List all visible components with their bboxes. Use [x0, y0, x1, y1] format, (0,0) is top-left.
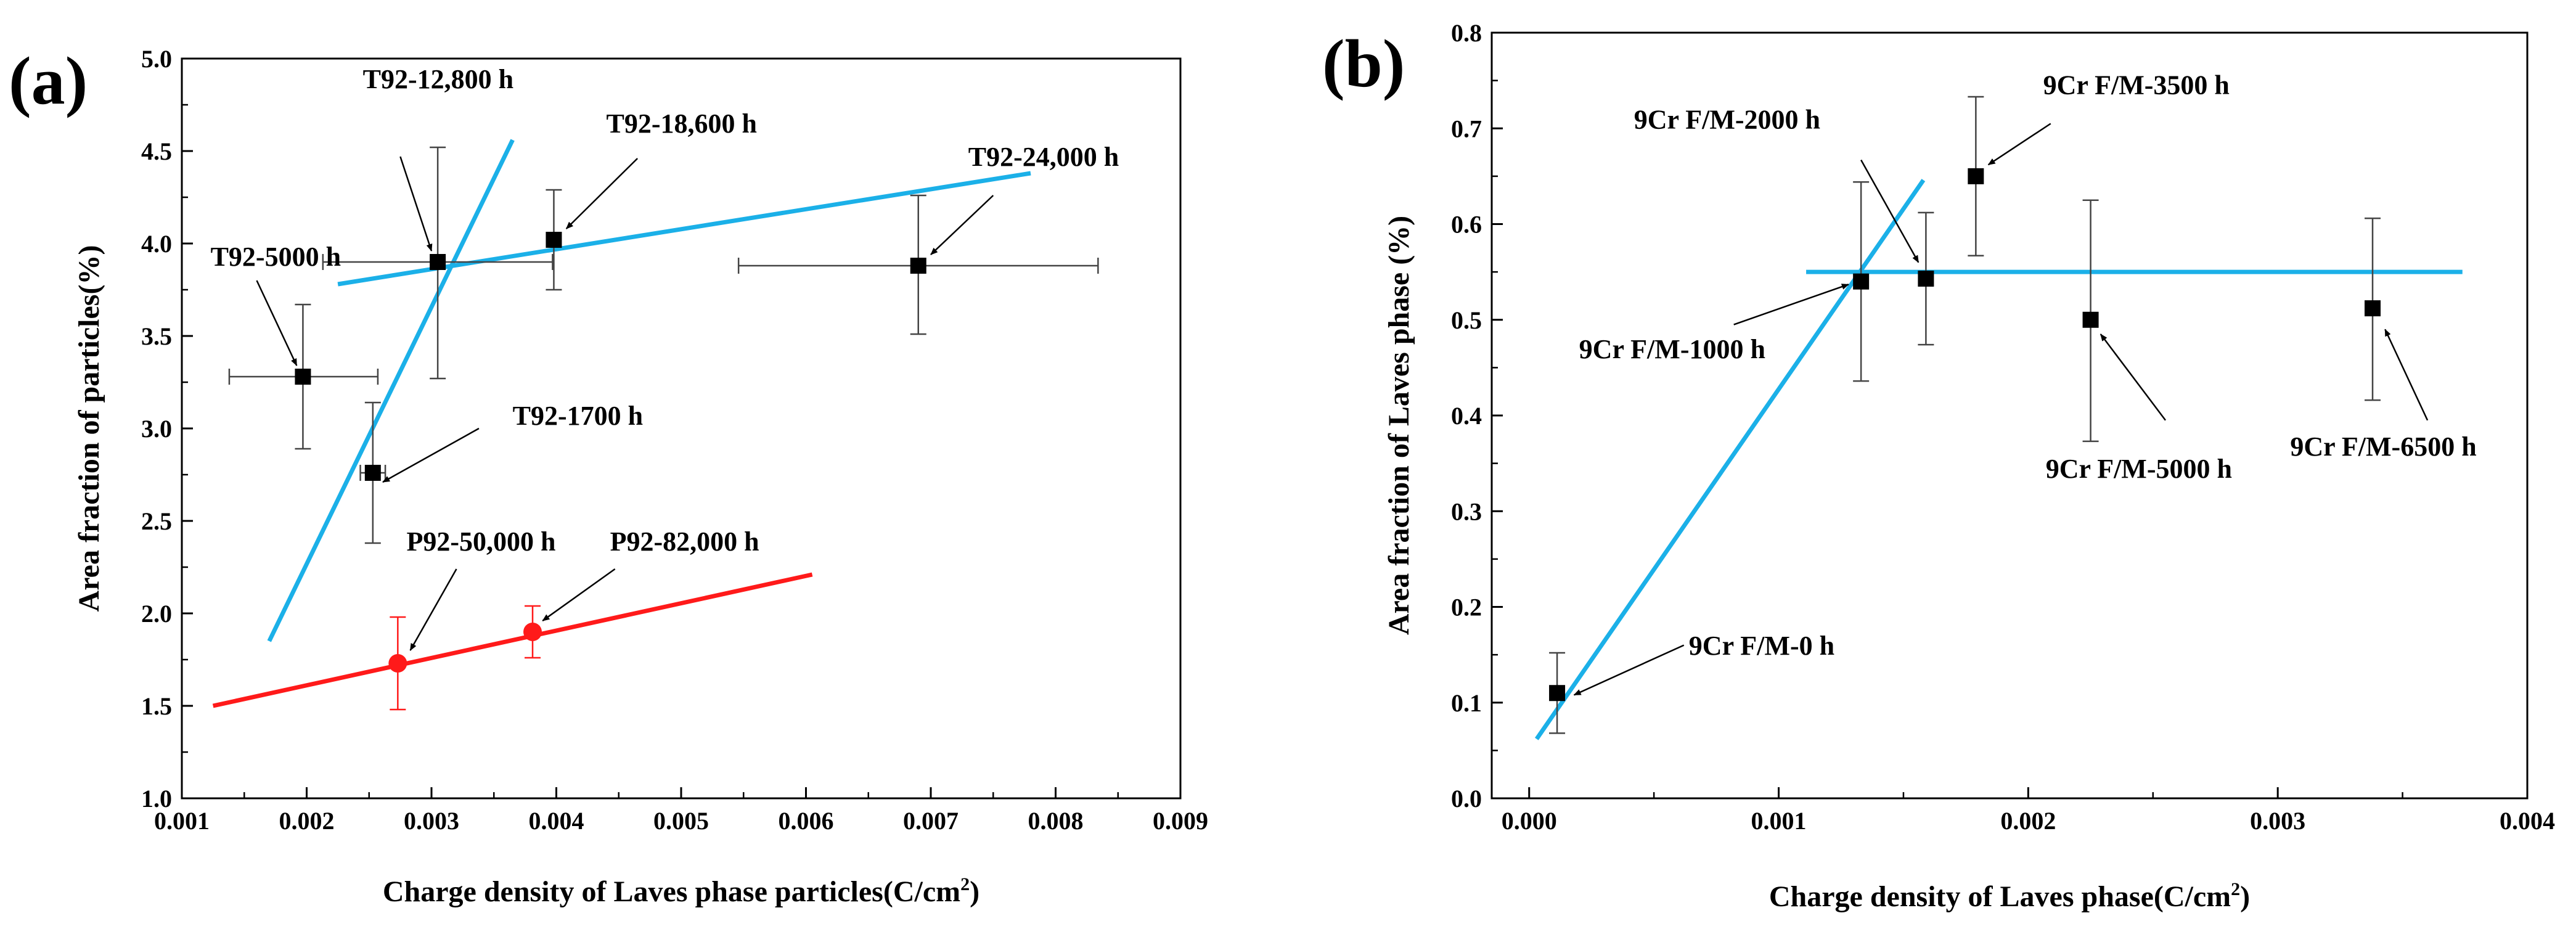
panel-b-letter: (b) — [1322, 26, 1405, 101]
panel-a-x-tick-label: 0.002 — [279, 807, 335, 835]
panel-a-fit-lines — [212, 139, 1031, 708]
annotation-arrow — [1860, 159, 1920, 263]
data-label: 9Cr F/M-5000 h — [2046, 454, 2232, 484]
panel-a-y-tick-label: 3.0 — [141, 415, 172, 443]
data-label: P92-82,000 h — [610, 526, 759, 557]
panel-a-y-tick-label: 4.0 — [141, 230, 172, 258]
panel-a-x-tick-label: 0.005 — [653, 807, 709, 835]
panel-b-data-points — [1549, 168, 2381, 702]
panel-b-y-tick-label: 0.0 — [1451, 785, 1482, 812]
data-point — [364, 465, 381, 481]
data-label: 9Cr F/M-3500 h — [2043, 70, 2230, 100]
panel-a-fit-line — [212, 572, 813, 708]
panel-b-x-tick-label: 0.004 — [2500, 807, 2555, 835]
panel-a-x-tick-label: 0.003 — [404, 807, 459, 835]
annotation-arrow — [1987, 123, 2051, 166]
data-label: T92-12,800 h — [363, 64, 513, 94]
data-point — [2365, 300, 2381, 317]
data-point — [430, 254, 446, 270]
data-point — [1853, 273, 1870, 290]
data-label: 9Cr F/M-2000 h — [1634, 104, 1820, 134]
panel-b-axes: 0.000 0.001 0.002 0.003 0.004 0.0 0.1 0.2 0.3 0.4… — [1451, 19, 2555, 835]
panel-a-x-tick-label: 0.008 — [1028, 807, 1084, 835]
data-label: 9Cr F/M-0 h — [1689, 631, 1834, 661]
annotation-arrow — [1733, 284, 1849, 325]
data-label: P92-50,000 h — [407, 526, 556, 557]
annotation-arrow — [256, 280, 298, 366]
data-point — [388, 654, 407, 673]
data-label: T92-18,600 h — [607, 108, 757, 139]
panel-a-x-tick-label: 0.009 — [1153, 807, 1208, 835]
data-point — [295, 369, 311, 385]
panel-b-y-tick-label: 0.4 — [1451, 402, 1482, 430]
annotation-arrow — [399, 156, 433, 252]
annotation-arrow — [2384, 329, 2429, 421]
annotation-arrow — [2100, 334, 2167, 421]
panel-a-y-tick-label: 1.5 — [141, 692, 172, 720]
panel-a-y-tick-label: 2.5 — [141, 507, 172, 535]
panel-b-y-tick-label: 0.7 — [1451, 115, 1482, 142]
data-point — [1968, 168, 1984, 184]
annotation-arrow — [565, 158, 639, 229]
data-label: T92-5000 h — [211, 242, 341, 272]
data-point — [910, 258, 926, 274]
data-label: 9Cr F/M-1000 h — [1579, 334, 1765, 364]
data-label: T92-1700 h — [513, 401, 643, 431]
panel-b-x-tick-label: 0.002 — [2000, 807, 2056, 835]
panel-a-y-tick-label: 4.5 — [141, 137, 172, 165]
annotation-arrow — [382, 427, 480, 483]
data-label: 9Cr F/M-6500 h — [2290, 432, 2476, 462]
panel-a-data-points — [295, 232, 926, 673]
panel-a-letter: (a) — [9, 43, 88, 118]
panel-a-x-tick-label: 0.004 — [529, 807, 584, 835]
annotation-arrow — [930, 195, 994, 255]
data-point — [523, 623, 542, 641]
panel-b-fit-lines — [1534, 179, 2463, 740]
data-point — [1549, 685, 1566, 702]
annotation-arrow — [542, 568, 616, 622]
panel-a-y-axis-title: Area fraction of particles(%) — [73, 245, 105, 612]
panel-a-y-tick-label: 3.5 — [141, 322, 172, 350]
panel-a-error-bars — [228, 146, 1099, 711]
data-point — [546, 232, 562, 248]
panel-a-y-tick-label: 5.0 — [141, 45, 172, 73]
panel-a-y-tick-label: 2.0 — [141, 600, 172, 628]
panel-b-annotations: 9Cr F/M-2000 h 9Cr F/M-3500 h 9Cr F/M-1000… — [1573, 70, 2477, 696]
panel-a-x-tick-label: 0.001 — [154, 807, 210, 835]
panel-a-fit-line — [267, 139, 515, 642]
panel-b-y-tick-label: 0.6 — [1451, 211, 1482, 239]
panel-a-y-tick-label: 1.0 — [141, 785, 172, 812]
panel-b-x-axis-title: Charge density of Laves phase(C/cm2) — [1769, 879, 2250, 913]
data-point — [2082, 311, 2099, 328]
panel-a-axes: 0.001 0.002 0.003 0.004 0.005 0.006 0.007 0.008… — [141, 45, 1208, 835]
panel-b-y-tick-label: 0.2 — [1451, 594, 1482, 621]
panel-b-x-tick-label: 0.001 — [1751, 807, 1807, 835]
panel-b-y-tick-label: 0.3 — [1451, 497, 1482, 525]
panel-b-y-tick-label: 0.5 — [1451, 306, 1482, 334]
panel-b-y-tick-label: 0.8 — [1451, 19, 1482, 47]
panel-a-x-tick-label: 0.006 — [779, 807, 834, 835]
panel-b-y-axis-title: Area fraction of Laves phase (%) — [1383, 216, 1415, 635]
data-point — [1918, 270, 1934, 287]
panel-a-fit-line — [337, 171, 1031, 287]
panel-b-plot-frame — [1490, 31, 2529, 800]
panel-a-x-tick-label: 0.007 — [903, 807, 959, 835]
panel-b-error-bars — [1549, 96, 2381, 734]
annotation-arrow — [1573, 644, 1685, 696]
panel-a-annotations: T92-5000 h T92-12,800 h T92-18,600 h T92-24… — [211, 64, 1119, 651]
panel-b-x-tick-label: 0.000 — [1502, 807, 1557, 835]
panel-a-chart: (a) 0.001 0.002 0.003 0.004 0.005 0.006 0.007 0… — [9, 43, 1208, 908]
panel-b-y-tick-label: 0.1 — [1451, 689, 1482, 717]
panel-a-x-axis-title: Charge density of Laves phase particles(… — [383, 874, 979, 908]
data-label: T92-24,000 h — [968, 142, 1119, 172]
panel-b-x-tick-label: 0.003 — [2250, 807, 2305, 835]
annotation-arrow — [409, 568, 457, 651]
panel-b-chart: (b) 0.000 0.001 0.002 0.003 0.0040.00.10.20.… — [1322, 19, 2555, 913]
